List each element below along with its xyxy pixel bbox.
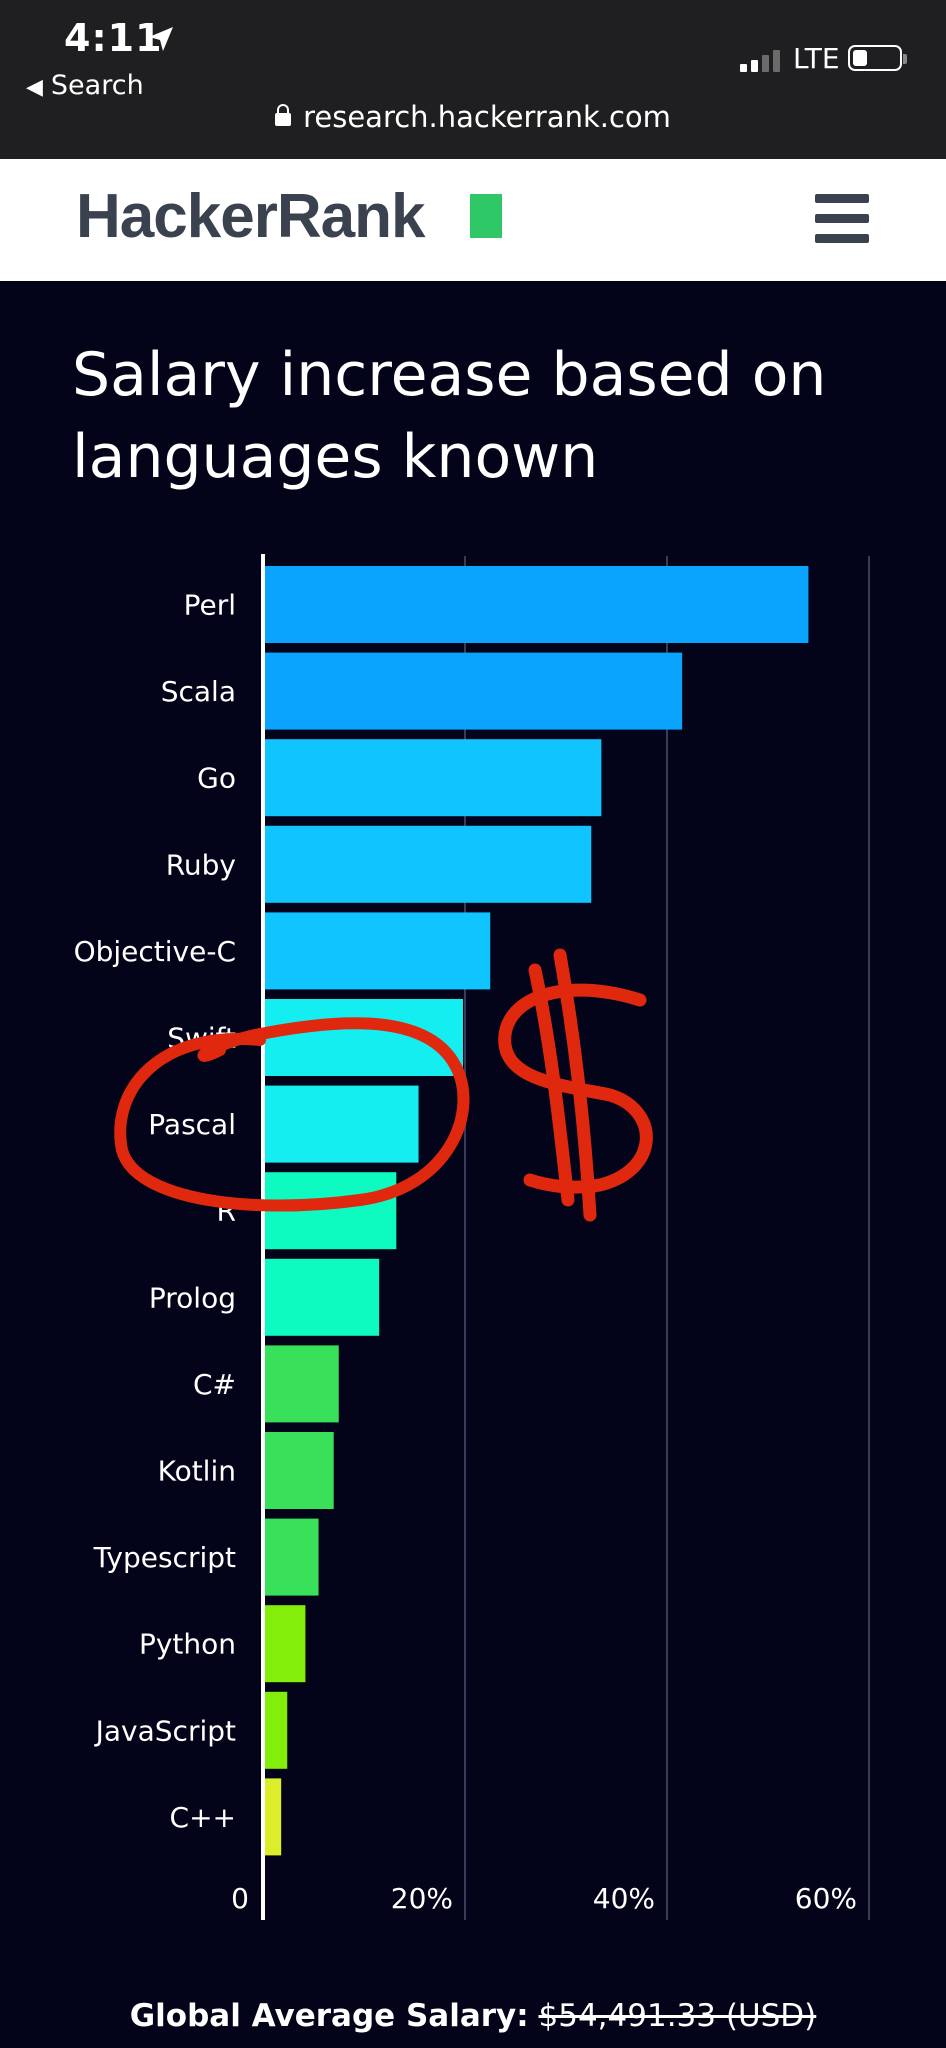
bar-perl[interactable] [263,566,809,643]
category-label: Objective-C [74,935,236,968]
lock-icon [275,104,292,126]
bar-kotlin[interactable] [263,1432,334,1509]
network-type: LTE [793,42,840,75]
bar-javascript[interactable] [263,1691,288,1769]
url-text: research.hackerrank.com [303,100,671,134]
category-label: Python [139,1628,236,1661]
bar-c-[interactable] [263,1778,282,1856]
bar-objective-c[interactable] [263,912,491,990]
back-to-search-link[interactable]: ◀ Search [26,70,144,101]
page-title: Salary increase based on languages known [72,340,827,492]
category-label: Pascal [148,1108,236,1141]
bar-pascal[interactable] [263,1085,419,1163]
location-arrow-icon [149,27,173,51]
global-average-salary: Global Average Salary: $54,491.33 (USD) [0,1998,946,2034]
address-bar[interactable]: research.hackerrank.com [0,100,946,134]
clock-time: 4:11 [64,16,163,60]
category-label: Scala [161,675,236,708]
category-label: R [217,1195,236,1228]
x-tick-label: 60% [795,1882,857,1915]
category-label: C# [193,1368,236,1401]
category-label: Perl [184,589,236,622]
bar-ruby[interactable] [263,825,592,903]
site-header: HackerRank [0,159,946,281]
ios-status-bar: 4:11 ◀ Search LTE research.hackerrank.com [0,0,946,159]
signal-strength-icon [740,48,780,72]
x-tick-label: 40% [593,1882,655,1915]
bar-r[interactable] [263,1172,397,1250]
category-label: Ruby [166,848,236,881]
category-label: Kotlin [158,1455,236,1488]
category-label: Go [197,762,236,795]
bar-c-[interactable] [263,1345,339,1423]
salary-bar-chart: Perl Scala Go Ruby Objective-C Swift Pascal R Pr… [74,554,870,1920]
logo-green-block [470,194,502,238]
hamburger-menu-icon[interactable] [815,194,869,246]
footer-value: $54,491.33 (USD) [538,1998,817,2034]
bar-go[interactable] [263,739,602,817]
hackerrank-logo[interactable]: HackerRank [76,182,425,251]
category-label: C++ [170,1801,236,1834]
category-label: Prolog [149,1281,236,1314]
back-label: Search [50,70,144,101]
bar-scala[interactable] [263,652,683,730]
bar-prolog[interactable] [263,1258,380,1336]
x-tick-label: 20% [391,1882,453,1915]
footer-label: Global Average Salary: [129,1998,529,2034]
battery-icon [848,45,907,71]
category-label: Swift [167,1022,236,1055]
back-arrow-icon: ◀ [26,75,43,100]
x-tick-label: 0 [231,1882,249,1915]
bar-swift[interactable] [263,999,463,1076]
bar-typescript[interactable] [263,1518,319,1596]
bar-python[interactable] [263,1605,306,1683]
category-label: JavaScript [94,1714,236,1747]
category-label: Typescript [93,1541,236,1574]
